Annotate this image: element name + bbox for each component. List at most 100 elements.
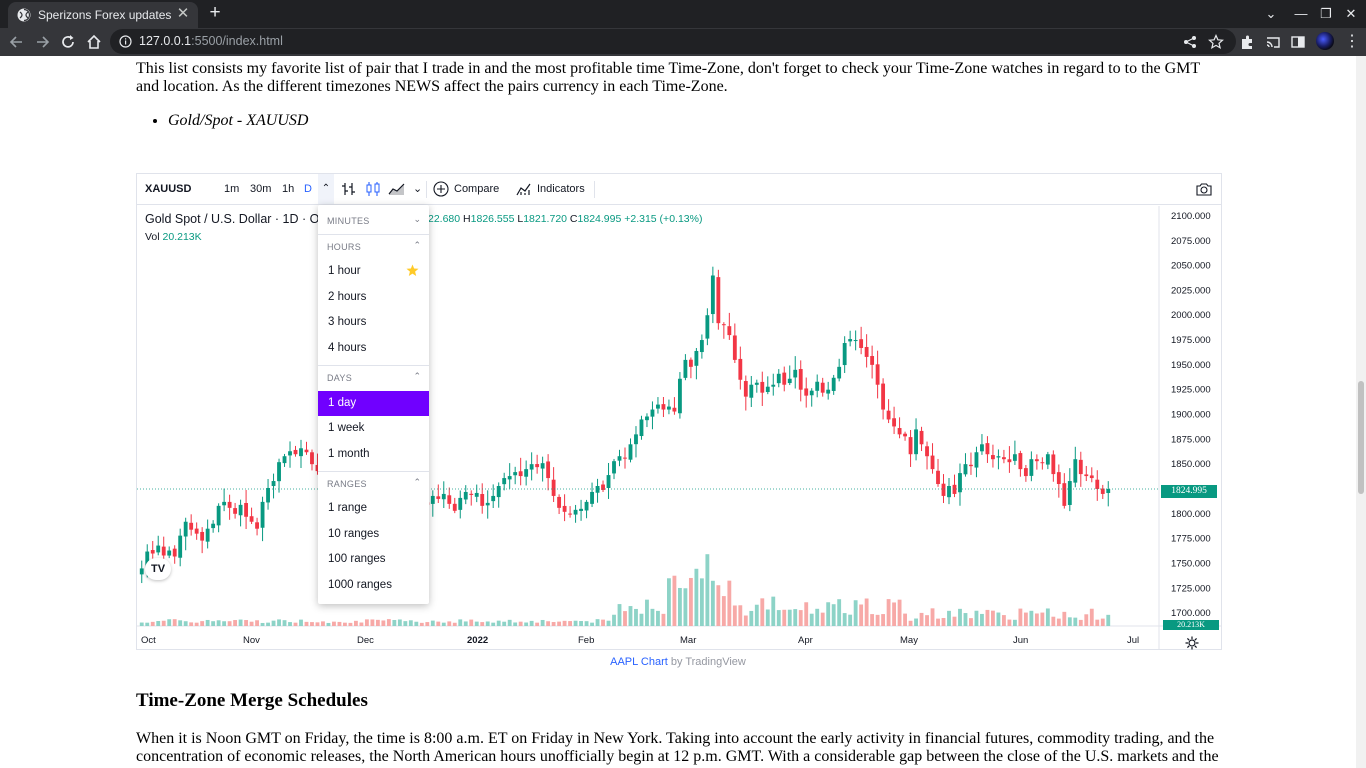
y-tick-label: 1775.000 [1171, 534, 1211, 545]
candle-body [694, 350, 699, 366]
indicators-button[interactable]: Indicators [537, 183, 585, 195]
x-tick-label: Mar [680, 635, 696, 646]
gear-icon[interactable] [1185, 636, 1199, 650]
volume-bar [156, 621, 161, 626]
candle-body [562, 505, 567, 512]
x-tick-label: Jun [1013, 635, 1028, 646]
y-tick-label: 2050.000 [1171, 261, 1211, 272]
candle-body [463, 491, 468, 500]
reload-icon[interactable] [57, 31, 79, 53]
back-icon[interactable] [6, 31, 28, 53]
camera-icon[interactable] [1195, 181, 1213, 197]
browser-toolbar: 127.0.0.1:5500/index.html ⋮ [0, 28, 1366, 56]
candle-body [502, 478, 507, 485]
legend-symbol-name: Gold Spot / U.S. Dollar · 1D · O [145, 212, 320, 226]
interval-option-1-month[interactable]: 1 month [328, 448, 370, 460]
cast-icon[interactable] [1264, 33, 1282, 51]
dropdown-section-days[interactable]: DAYS ⌃ [318, 365, 429, 389]
new-tab-icon[interactable]: + [209, 2, 221, 23]
address-bar[interactable]: 127.0.0.1:5500/index.html [110, 29, 1236, 54]
candle-body [238, 504, 243, 516]
interval-option-100-ranges[interactable]: 100 ranges [328, 553, 386, 565]
minimize-icon[interactable]: — [1294, 6, 1308, 21]
volume-bar [705, 554, 710, 626]
candle-body [628, 444, 633, 460]
candle-body [1089, 475, 1094, 479]
interval-option-2-hours[interactable]: 2 hours [328, 291, 367, 303]
interval-option-4-hours[interactable]: 4 hours [328, 342, 367, 354]
dropdown-section-ranges[interactable]: RANGES ⌃ [318, 471, 429, 495]
volume-bar [798, 610, 803, 626]
volume-bar [645, 599, 649, 626]
tab-close-icon[interactable]: ✕ [176, 5, 190, 22]
chevron-down-icon[interactable]: ⌄ [413, 183, 423, 195]
restore-icon[interactable]: ❐ [1320, 6, 1332, 21]
dropdown-section-hours[interactable]: HOURS ⌃ [318, 234, 429, 258]
chevron-down-icon: ⌄ [413, 214, 421, 224]
interval-30m[interactable]: 30m [250, 183, 272, 195]
volume-bar [996, 612, 1001, 626]
area-style-icon[interactable] [388, 181, 406, 197]
candle-body [925, 446, 929, 457]
candle-body [249, 516, 254, 522]
interval-option-1-range[interactable]: 1 range [328, 502, 368, 514]
attribution-link[interactable]: AAPL Chart [610, 656, 668, 668]
url-text: 127.0.0.1:5500/index.html [139, 34, 283, 48]
favorite-star-icon[interactable] [406, 264, 419, 277]
candle-body [952, 484, 957, 494]
bookmark-star-icon[interactable] [1208, 34, 1224, 50]
tradingview-widget[interactable]: XAUUSD 1m 30m 1h D ⌃ ⌄ Compare Indicator… [136, 173, 1222, 650]
candle-body [886, 410, 891, 420]
interval-option-1-week[interactable]: 1 week [328, 422, 365, 434]
browser-tab[interactable]: Sperizons Forex updates ✕ [8, 2, 198, 28]
menu-kebab-icon[interactable]: ⋮ [1344, 33, 1360, 50]
bars-style-icon[interactable] [340, 181, 358, 197]
volume-bar [1051, 616, 1056, 626]
info-icon[interactable] [119, 35, 132, 48]
home-icon[interactable] [83, 31, 105, 53]
candle-body [1067, 481, 1072, 505]
compare-button[interactable]: Compare [454, 183, 500, 195]
price-chart[interactable]: 2100.000 2075.000 2050.000 2025.000 2000.000… [137, 206, 1221, 650]
indicators-icon[interactable] [516, 181, 534, 197]
volume-bar [260, 622, 265, 626]
share-icon[interactable] [1182, 34, 1198, 50]
interval-option-3-hours[interactable]: 3 hours [328, 316, 367, 328]
forward-icon[interactable] [31, 31, 53, 53]
volume-bar [540, 619, 545, 626]
interval-option-1000-ranges[interactable]: 1000 ranges [328, 579, 392, 591]
volume-bar [172, 619, 177, 626]
profile-avatar[interactable] [1316, 32, 1334, 50]
interval-option-1-day[interactable]: 1 day [318, 391, 429, 416]
symbol-search[interactable]: XAUUSD [145, 183, 192, 195]
candle-body [189, 522, 194, 530]
scrollbar-thumb[interactable] [1358, 381, 1364, 494]
interval-option-1-hour[interactable]: 1 hour [318, 259, 429, 284]
candle-body [1051, 454, 1056, 475]
sidepanel-icon[interactable] [1289, 33, 1307, 51]
close-window-icon[interactable]: ✕ [1345, 6, 1357, 21]
volume-bar [150, 621, 155, 626]
volume-bar [452, 622, 457, 626]
compare-plus-icon[interactable] [433, 181, 451, 197]
volume-bar [546, 621, 551, 626]
interval-D[interactable]: D [304, 183, 312, 195]
candle-body [793, 369, 798, 378]
interval-1m[interactable]: 1m [224, 183, 240, 195]
interval-1h[interactable]: 1h [282, 183, 295, 195]
dropdown-section-minutes[interactable]: MINUTES ⌄ [327, 214, 421, 226]
page-scrollbar[interactable] [1356, 56, 1366, 768]
tradingview-logo[interactable]: TV [145, 558, 171, 580]
candle-body [1029, 459, 1034, 476]
tab-search-icon[interactable]: ⌄ [1265, 6, 1277, 21]
candle-body [1012, 454, 1017, 461]
volume-bar [579, 621, 583, 626]
extensions-icon[interactable] [1238, 33, 1256, 51]
candles-style-icon[interactable] [364, 181, 382, 197]
candle-body [815, 381, 820, 391]
chevron-up-icon[interactable]: ⌃ [318, 174, 334, 204]
candle-body [139, 568, 144, 575]
volume-bar [244, 620, 249, 626]
volume-bar [238, 619, 243, 626]
interval-option-10-ranges[interactable]: 10 ranges [328, 528, 380, 540]
